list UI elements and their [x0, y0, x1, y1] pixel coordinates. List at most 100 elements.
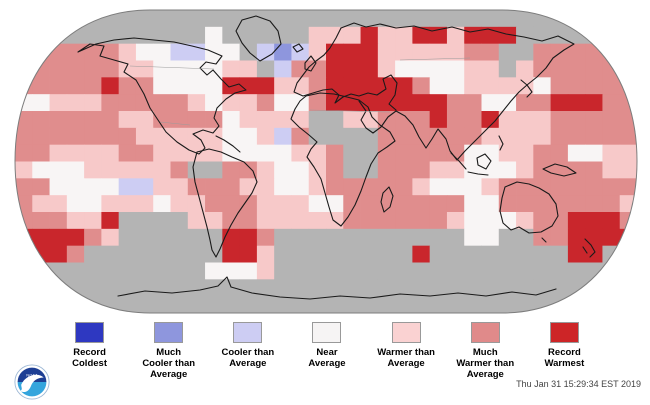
grid-cell — [66, 60, 85, 78]
grid-cell — [550, 262, 569, 280]
grid-cell — [533, 144, 552, 162]
grid-cell — [84, 228, 102, 247]
grid-cell — [446, 10, 465, 28]
grid-cell — [481, 127, 500, 146]
grid-cell — [429, 228, 448, 247]
grid-cell — [15, 26, 33, 45]
grid-cell — [222, 262, 241, 280]
grid-cell — [153, 94, 171, 112]
grid-cell — [170, 144, 189, 162]
grid-cell — [274, 262, 292, 280]
grid-cell — [498, 228, 517, 247]
grid-cell — [222, 144, 241, 162]
grid-cell — [395, 111, 413, 129]
grid-cell — [360, 43, 379, 61]
grid-cell — [481, 279, 500, 297]
grid-cell — [308, 279, 327, 297]
grid-cell — [66, 111, 85, 129]
grid-cell — [585, 296, 603, 313]
grid-cell — [446, 161, 465, 179]
grid-cell — [602, 178, 621, 196]
grid-cell — [429, 94, 448, 112]
grid-cell — [205, 178, 223, 196]
grid-cell — [429, 161, 448, 179]
grid-cell — [464, 245, 482, 263]
grid-cell — [550, 94, 569, 112]
grid-cell — [533, 127, 552, 146]
grid-cell — [153, 296, 171, 313]
grid-cell — [84, 262, 102, 280]
grid-cell — [49, 77, 68, 95]
grid-cell — [412, 161, 431, 179]
grid-cell — [135, 26, 154, 45]
grid-cell — [446, 195, 465, 213]
grid-cell — [377, 144, 396, 162]
grid-cell — [291, 296, 310, 313]
grid-cell — [377, 77, 396, 95]
grid-cell — [118, 212, 137, 230]
grid-cell — [395, 195, 413, 213]
grid-cell — [84, 26, 102, 45]
legend: Record Coldest Much Cooler than Average … — [50, 322, 604, 380]
grid-cell — [343, 60, 361, 78]
grid-cell — [101, 279, 120, 297]
grid-cell — [360, 279, 379, 297]
grid-cell — [377, 94, 396, 112]
grid-cell — [222, 245, 241, 263]
legend-swatch — [549, 322, 579, 343]
grid-cell — [187, 228, 206, 247]
grid-cell — [377, 195, 396, 213]
grid-cell — [326, 26, 344, 45]
grid-cell — [308, 212, 327, 230]
grid-cell — [101, 212, 120, 230]
grid-cell — [274, 195, 292, 213]
grid-cell — [239, 161, 258, 179]
grid-cell — [412, 178, 431, 196]
grid-cell — [464, 279, 482, 297]
grid-cell — [585, 245, 603, 263]
grid-cell — [429, 178, 448, 196]
grid-cell — [274, 94, 292, 112]
grid-cell — [464, 10, 482, 28]
grid-cell — [274, 178, 292, 196]
grid-cell — [239, 94, 258, 112]
grid-cell — [326, 127, 344, 146]
grid-cell — [567, 111, 586, 129]
grid-cell — [360, 178, 379, 196]
grid-cell — [395, 26, 413, 45]
grid-cell — [32, 161, 50, 179]
grid-cell — [274, 279, 292, 297]
grid-cell — [135, 262, 154, 280]
grid-cell — [464, 144, 482, 162]
grid-cell — [187, 10, 206, 28]
grid-cell — [49, 279, 68, 297]
grid-cell — [602, 60, 621, 78]
grid-cell — [205, 26, 223, 45]
grid-cell — [360, 296, 379, 313]
grid-cell — [135, 228, 154, 247]
grid-cell — [239, 195, 258, 213]
grid-cell — [291, 26, 310, 45]
grid-cell — [533, 161, 552, 179]
grid-cell — [153, 26, 171, 45]
grid-cell — [567, 178, 586, 196]
grid-cell — [291, 127, 310, 146]
grid-cell — [360, 195, 379, 213]
grid-cell — [326, 111, 344, 129]
grid-cell — [585, 161, 603, 179]
grid-cell — [15, 245, 33, 263]
grid-cell — [602, 127, 621, 146]
grid-cell — [550, 296, 569, 313]
grid-cell — [135, 43, 154, 61]
grid-cell — [360, 26, 379, 45]
grid-cell — [343, 144, 361, 162]
grid-cell — [498, 144, 517, 162]
grid-cell — [464, 111, 482, 129]
grid-cell — [170, 26, 189, 45]
grid-cell — [481, 262, 500, 280]
grid-cell — [170, 10, 189, 28]
grid-cell — [619, 195, 637, 213]
grid-cell — [274, 77, 292, 95]
grid-cell — [308, 245, 327, 263]
